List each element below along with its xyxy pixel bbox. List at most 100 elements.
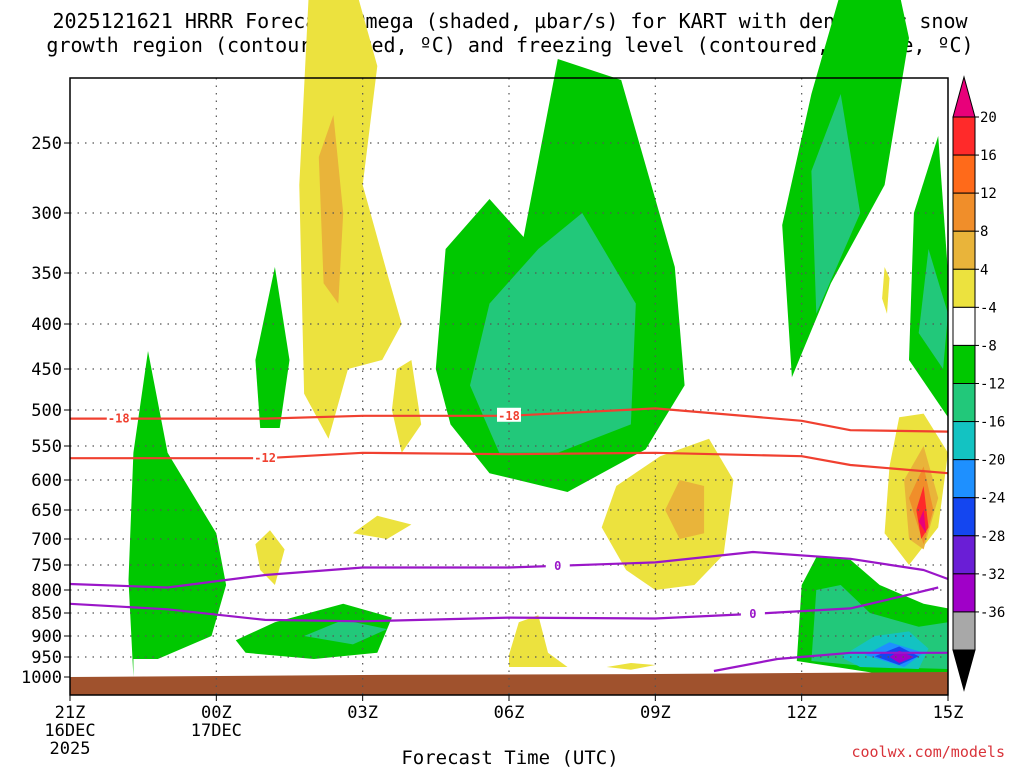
colorbar-box-12 [952, 573, 976, 613]
colorbar-label-7: -12 [980, 377, 1005, 393]
omega-region-23 [606, 663, 656, 670]
grid-lines [70, 78, 948, 695]
ground-fill [70, 672, 948, 695]
dgz-contour-label-bg-1-0 [253, 450, 278, 465]
x-tick-label-1: 00Z [201, 703, 232, 723]
y-tick-label-500: 500 [31, 401, 62, 421]
omega-region-10 [304, 619, 388, 645]
dgz-contour-label-bg-0-1 [497, 407, 521, 422]
freezing-contour-line-0 [69, 550, 949, 589]
y-tick-label-650: 650 [31, 501, 62, 521]
chart-title-line1: 2025121621 HRRR Forecast Omega (shaded, … [52, 9, 968, 33]
omega-region-25 [318, 115, 344, 304]
colorbar-box-0 [952, 116, 976, 156]
y-tick-label-850: 850 [31, 604, 62, 624]
y-tick-label-350: 350 [31, 264, 62, 284]
x-tick-label-6: 15Z [933, 703, 964, 723]
colorbar-box-6 [952, 344, 976, 384]
x-tick-year-0: 2025 [50, 739, 91, 759]
colorbar-box-11 [952, 535, 976, 575]
freezing-contour-line-2 [713, 651, 948, 673]
colorbar-top-arrow [952, 75, 976, 118]
x-tick-sublabel-1: 17DEC [191, 721, 242, 741]
x-tick-sublabel-0: 16DEC [44, 721, 95, 741]
y-tick-label-250: 250 [31, 134, 62, 154]
colorbar-box-10 [952, 497, 976, 537]
omega-region-8 [811, 94, 861, 314]
x-tick-label-0: 21Z [55, 703, 86, 723]
colorbar-box-2 [952, 192, 976, 232]
omega-region-29 [916, 486, 929, 539]
y-tick-label-300: 300 [31, 204, 62, 224]
y-axis: 250 300 350 400 450 500 550 600 650 700 750 800 850 9… [21, 134, 70, 688]
dgz-contour-label-1-0: -12 [254, 451, 276, 465]
omega-region-16 [299, 0, 402, 439]
colorbar-box-3 [952, 230, 976, 270]
colorbar-label-2: 12 [980, 186, 997, 202]
dgz-contour-label-bg-0-0 [106, 410, 131, 425]
x-tick-label-2: 03Z [347, 703, 378, 723]
y-tick-label-450: 450 [31, 360, 62, 380]
colorbar-label-9: -20 [980, 453, 1005, 469]
y-tick-label-700: 700 [31, 530, 62, 550]
ground-terrain [70, 672, 948, 695]
y-tick-label-1000: 1000 [21, 668, 62, 688]
omega-region-22 [509, 615, 568, 667]
colorbar-label-11: -28 [980, 529, 1005, 545]
colorbar-box-8 [952, 421, 976, 461]
omega-region-19 [352, 515, 412, 539]
dgz-contour-label-0-0: -18 [108, 412, 130, 426]
dgz-contour-line-1 [70, 451, 949, 475]
colorbar-box-13 [952, 611, 976, 651]
x-tick-label-5: 12Z [786, 703, 817, 723]
colorbar-label-4: 4 [980, 262, 988, 278]
x-tick-label-3: 06Z [494, 703, 525, 723]
colorbar-label-10: -24 [980, 491, 1005, 507]
omega-region-0 [128, 351, 227, 677]
dgz-contour-line-0 [70, 407, 949, 433]
colorbar-box-9 [952, 459, 976, 499]
colorbar-label-6: -8 [980, 338, 997, 354]
colorbar-box-7 [952, 383, 976, 423]
colorbar-bottom-arrow [952, 649, 976, 692]
omega-region-9 [918, 249, 948, 369]
colorbar-box-1 [952, 154, 976, 194]
omega-region-1 [255, 267, 290, 428]
credit-link[interactable]: coolwx.com/models [851, 743, 1005, 761]
freezing-contour-label-1-0: 0 [749, 607, 756, 621]
colorbar-label-13: -36 [980, 605, 1005, 621]
colorbar-label-3: 8 [980, 224, 988, 240]
omega-region-17 [391, 360, 422, 453]
colorbar-label-5: -4 [980, 300, 997, 316]
colorbar-label-12: -32 [980, 567, 1005, 583]
colorbar-label-1: 16 [980, 148, 997, 164]
y-tick-label-550: 550 [31, 437, 62, 457]
colorbar: 20 16 12 8 4 -4 -8 -12 -16 -20 -24 -28 -32 -36 [952, 75, 1005, 692]
omega-region-7 [470, 213, 636, 453]
y-tick-label-900: 900 [31, 627, 62, 647]
colorbar-label-0: 20 [980, 110, 997, 126]
y-tick-label-950: 950 [31, 648, 62, 668]
omega-region-2 [235, 603, 392, 659]
freezing-contour-line-1 [69, 586, 939, 623]
chart-title-line2: growth region (contoured, red, ºC) and f… [46, 33, 973, 57]
y-tick-label-800: 800 [31, 581, 62, 601]
omega-region-18 [255, 530, 285, 585]
colorbar-label-8: -16 [980, 415, 1005, 431]
y-tick-label-750: 750 [31, 556, 62, 576]
freezing-contour-label-bg-0-0 [545, 557, 570, 572]
contour-lines: -18 -18 -12 0 0 [69, 407, 949, 673]
y-tick-label-600: 600 [31, 471, 62, 491]
omega-region-26 [665, 480, 705, 539]
x-tick-label-4: 09Z [640, 703, 671, 723]
omega-region-24 [882, 267, 890, 314]
colorbar-box-5 [952, 306, 976, 346]
dgz-contour-label-0-1: -18 [498, 409, 520, 423]
omega-region-30 [918, 510, 927, 534]
y-tick-label-400: 400 [31, 315, 62, 335]
x-axis-label: Forecast Time (UTC) [401, 747, 618, 768]
omega-shading [128, 0, 948, 677]
freezing-contour-label-bg-1-0 [740, 605, 765, 620]
